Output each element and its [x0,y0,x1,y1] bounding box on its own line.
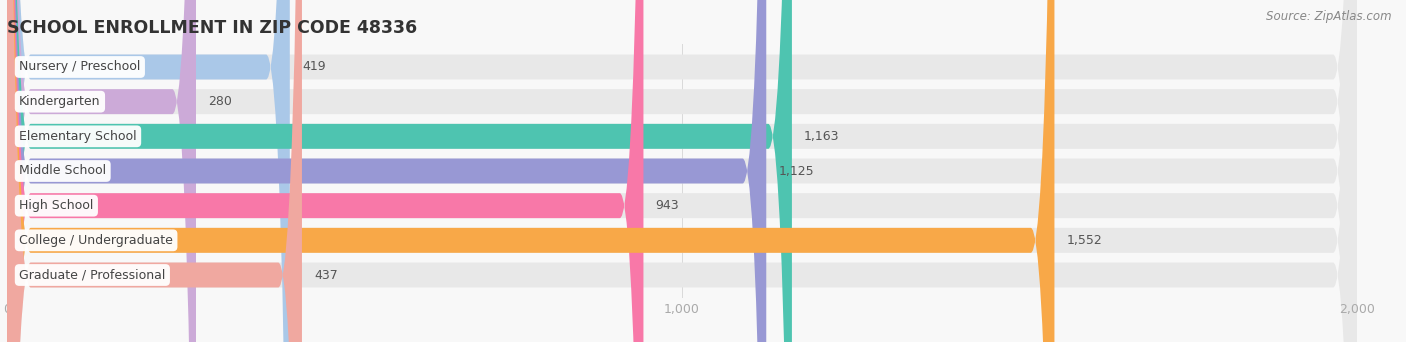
Text: 419: 419 [302,61,326,74]
FancyBboxPatch shape [7,0,195,342]
FancyBboxPatch shape [7,0,1054,342]
Text: Kindergarten: Kindergarten [20,95,101,108]
FancyBboxPatch shape [7,0,1357,342]
Text: College / Undergraduate: College / Undergraduate [20,234,173,247]
Text: 437: 437 [314,268,337,281]
FancyBboxPatch shape [7,0,792,342]
Text: 280: 280 [208,95,232,108]
FancyBboxPatch shape [7,0,290,342]
Text: 1,552: 1,552 [1067,234,1102,247]
Text: 1,125: 1,125 [779,165,814,177]
FancyBboxPatch shape [7,0,644,342]
FancyBboxPatch shape [7,0,1357,342]
Text: Graduate / Professional: Graduate / Professional [20,268,166,281]
FancyBboxPatch shape [7,0,1357,342]
Text: High School: High School [20,199,94,212]
FancyBboxPatch shape [7,0,1357,342]
FancyBboxPatch shape [7,0,1357,342]
FancyBboxPatch shape [7,0,1357,342]
Text: Middle School: Middle School [20,165,107,177]
Text: Source: ZipAtlas.com: Source: ZipAtlas.com [1267,10,1392,23]
FancyBboxPatch shape [7,0,1357,342]
Text: Nursery / Preschool: Nursery / Preschool [20,61,141,74]
Text: 1,163: 1,163 [804,130,839,143]
Text: 943: 943 [655,199,679,212]
Text: SCHOOL ENROLLMENT IN ZIP CODE 48336: SCHOOL ENROLLMENT IN ZIP CODE 48336 [7,19,418,37]
FancyBboxPatch shape [7,0,766,342]
Text: Elementary School: Elementary School [20,130,136,143]
FancyBboxPatch shape [7,0,302,342]
